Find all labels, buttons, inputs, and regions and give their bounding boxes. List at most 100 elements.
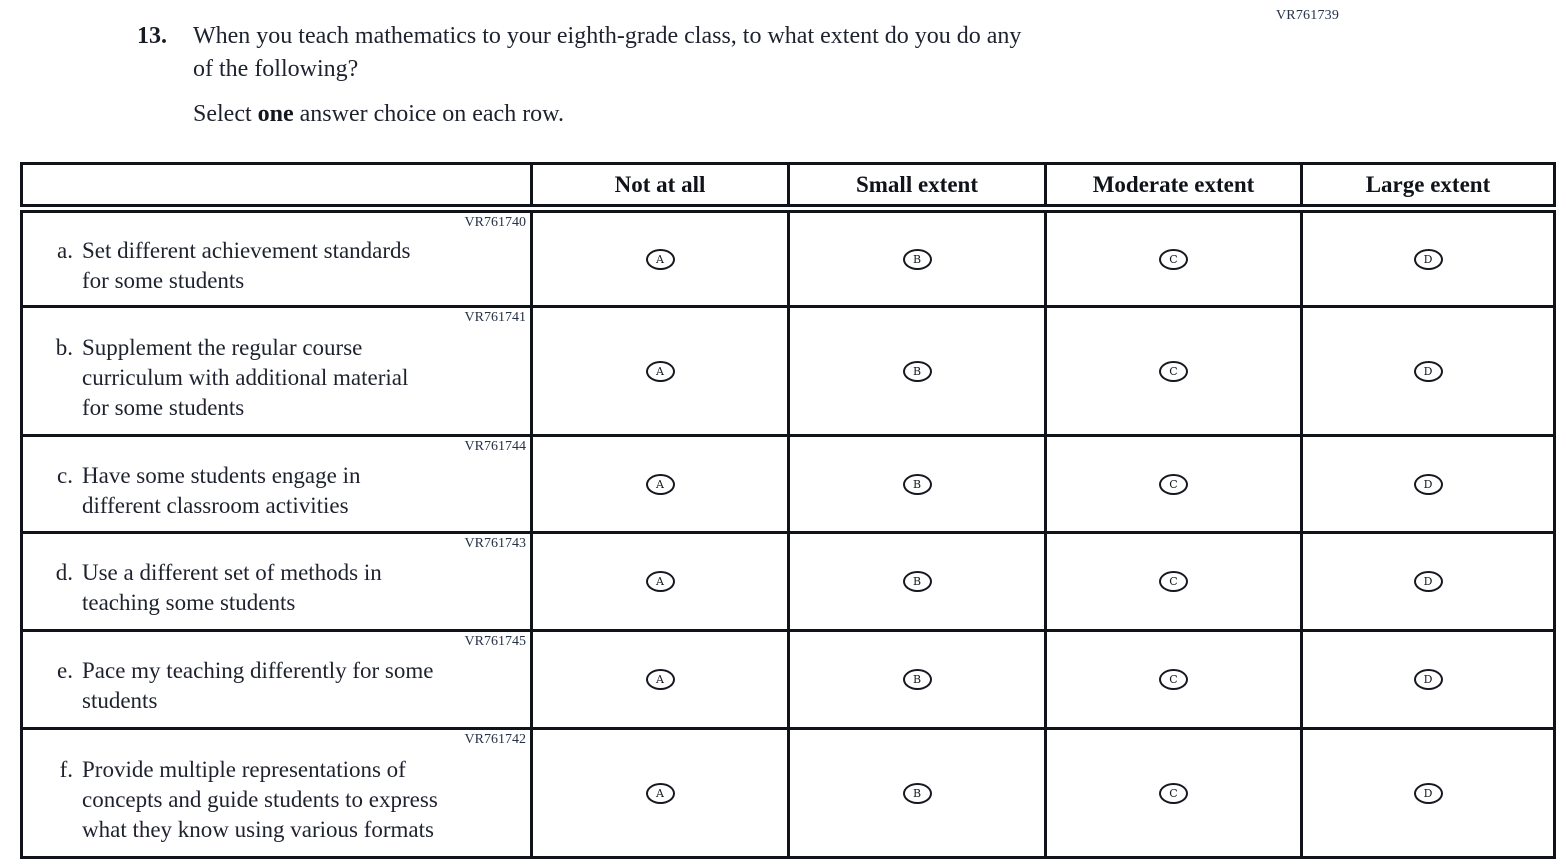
- choice-cell-large-extent: D: [1300, 207, 1556, 308]
- row-item: b. Supplement the regular course curricu…: [23, 333, 526, 423]
- choice-cell-moderate-extent: C: [1044, 531, 1303, 632]
- table-row: VR761741 b. Supplement the regular cours…: [20, 305, 1556, 437]
- choice-cell-moderate-extent: C: [1044, 629, 1303, 730]
- row-letter: a.: [57, 237, 73, 263]
- answer-bubble[interactable]: C: [1159, 571, 1188, 592]
- choice-cell-not-at-all: A: [530, 629, 790, 730]
- row-item: e. Pace my teaching differently for some…: [23, 656, 526, 716]
- answer-bubble[interactable]: D: [1413, 571, 1443, 592]
- answer-bubble[interactable]: B: [902, 571, 932, 592]
- choice-cell-large-extent: D: [1300, 305, 1556, 437]
- choice-cell-small-extent: B: [787, 531, 1047, 632]
- table-row: VR761744 c. Have some students engage in…: [20, 434, 1556, 534]
- answer-bubble[interactable]: B: [902, 669, 932, 690]
- row-label-cell: VR761745 e. Pace my teaching differently…: [20, 629, 533, 730]
- answer-bubble[interactable]: A: [645, 571, 675, 592]
- row-code: VR761745: [464, 634, 526, 649]
- table-row: VR761740 a. Set different achievement st…: [20, 207, 1556, 308]
- row-letter: f.: [59, 756, 73, 782]
- answer-bubble[interactable]: A: [645, 669, 675, 690]
- row-label-cell: VR761744 c. Have some students engage in…: [20, 434, 533, 534]
- choice-cell-not-at-all: A: [530, 207, 790, 308]
- row-code: VR761742: [464, 732, 526, 747]
- choice-cell-small-extent: B: [787, 434, 1047, 534]
- row-code: VR761740: [464, 215, 526, 230]
- row-text: Provide multiple representations of conc…: [82, 756, 438, 842]
- choice-cell-large-extent: D: [1300, 531, 1556, 632]
- choice-cell-not-at-all: A: [530, 727, 790, 859]
- instruction-bold-word: one: [257, 101, 294, 127]
- row-letter: d.: [55, 560, 73, 585]
- question-instruction: Select one answer choice on each row.: [193, 98, 1273, 131]
- row-item: c. Have some students engage in differen…: [23, 461, 526, 521]
- choice-cell-not-at-all: A: [530, 531, 790, 632]
- answer-bubble[interactable]: A: [645, 248, 675, 270]
- row-text: Use a different set of methods in teachi…: [82, 560, 382, 615]
- column-header-large-extent: Large extent: [1300, 162, 1556, 213]
- answer-bubble[interactable]: C: [1159, 248, 1188, 270]
- choice-cell-small-extent: B: [787, 207, 1047, 308]
- row-label-cell: VR761742 f. Provide multiple representat…: [20, 727, 533, 859]
- header-stub: [20, 162, 533, 213]
- table-row: VR761745 e. Pace my teaching differently…: [20, 629, 1556, 730]
- row-item: f. Provide multiple representations of c…: [23, 755, 526, 845]
- choice-cell-moderate-extent: C: [1044, 727, 1303, 859]
- row-item: d. Use a different set of methods in tea…: [23, 558, 526, 618]
- choice-cell-not-at-all: A: [530, 305, 790, 437]
- answer-bubble[interactable]: B: [902, 782, 932, 804]
- column-header-not-at-all: Not at all: [530, 162, 790, 213]
- choice-cell-small-extent: B: [787, 727, 1047, 859]
- question-number: 13.: [137, 23, 167, 49]
- answer-bubble[interactable]: A: [645, 782, 675, 804]
- row-item: a. Set different achievement standards f…: [23, 236, 526, 296]
- column-header-moderate-extent: Moderate extent: [1044, 162, 1303, 213]
- answer-bubble[interactable]: B: [902, 473, 932, 495]
- answer-bubble[interactable]: D: [1413, 473, 1443, 495]
- row-letter: e.: [57, 658, 73, 683]
- row-label-cell: VR761741 b. Supplement the regular cours…: [20, 305, 533, 437]
- row-letter: b.: [55, 334, 73, 360]
- row-text: Supplement the regular course curriculum…: [82, 334, 409, 420]
- row-code: VR761744: [464, 439, 526, 454]
- choice-cell-large-extent: D: [1300, 434, 1556, 534]
- choice-cell-large-extent: D: [1300, 629, 1556, 730]
- answer-bubble[interactable]: A: [645, 360, 675, 382]
- row-text: Pace my teaching differently for some st…: [82, 658, 434, 713]
- question-text: When you teach mathematics to your eight…: [193, 23, 1022, 82]
- choice-cell-not-at-all: A: [530, 434, 790, 534]
- choice-cell-moderate-extent: C: [1044, 305, 1303, 437]
- answer-bubble[interactable]: D: [1413, 248, 1443, 270]
- row-text: Have some students engage in different c…: [82, 462, 361, 518]
- choice-cell-large-extent: D: [1300, 727, 1556, 859]
- answer-bubble[interactable]: A: [645, 473, 675, 495]
- row-text: Set different achievement standards for …: [82, 237, 411, 293]
- answer-bubble[interactable]: D: [1413, 360, 1443, 382]
- row-code: VR761741: [464, 310, 526, 325]
- column-header-small-extent: Small extent: [787, 162, 1047, 213]
- question-body: When you teach mathematics to your eight…: [193, 20, 1273, 131]
- row-code: VR761743: [464, 536, 526, 551]
- choice-cell-moderate-extent: C: [1044, 207, 1303, 308]
- row-label-cell: VR761740 a. Set different achievement st…: [20, 207, 533, 308]
- table-row: VR761743 d. Use a different set of metho…: [20, 531, 1556, 632]
- answer-bubble[interactable]: B: [902, 360, 932, 382]
- answer-grid: Not at all Small extent Moderate extent …: [20, 162, 1556, 859]
- instruction-prefix: Select: [193, 101, 258, 127]
- page-code: VR761739: [1276, 8, 1340, 23]
- answer-bubble[interactable]: D: [1413, 669, 1443, 690]
- answer-bubble[interactable]: C: [1159, 473, 1188, 495]
- answer-bubble[interactable]: C: [1159, 669, 1188, 690]
- choice-cell-small-extent: B: [787, 305, 1047, 437]
- answer-bubble[interactable]: C: [1159, 360, 1188, 382]
- answer-bubble[interactable]: C: [1159, 782, 1188, 804]
- instruction-suffix: answer choice on each row.: [293, 101, 564, 127]
- answer-bubble[interactable]: D: [1413, 782, 1443, 804]
- question-block: 13. When you teach mathematics to your e…: [137, 20, 1273, 131]
- table-row: VR761742 f. Provide multiple representat…: [20, 727, 1556, 859]
- row-label-cell: VR761743 d. Use a different set of metho…: [20, 531, 533, 632]
- choice-cell-moderate-extent: C: [1044, 434, 1303, 534]
- row-letter: c.: [57, 462, 73, 488]
- answer-bubble[interactable]: B: [902, 248, 932, 270]
- choice-cell-small-extent: B: [787, 629, 1047, 730]
